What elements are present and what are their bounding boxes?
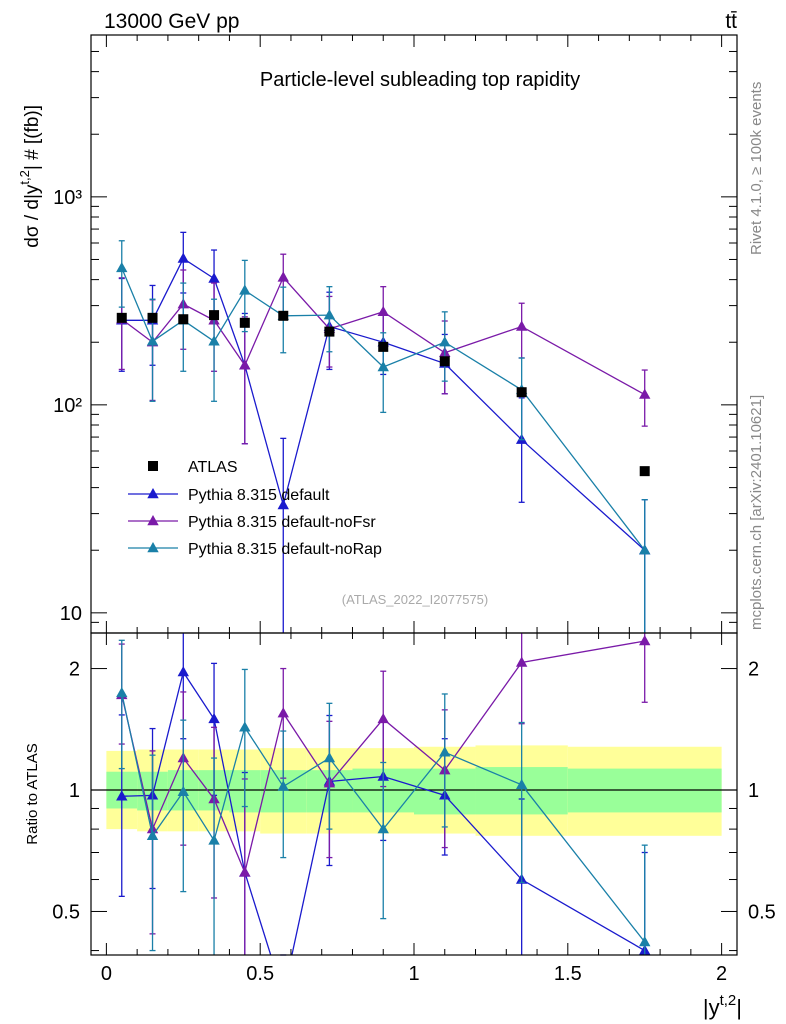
main-marker-data (278, 310, 289, 321)
legend: ATLAS Pythia 8.315 default Pythia 8.315 de… (128, 459, 382, 558)
y-tick-label-right: 1 (748, 780, 759, 802)
ratio-marker-noFsr (377, 712, 389, 724)
main-title: Particle-level subleading top rapidity (260, 69, 580, 91)
ratio-marker-noFsr (515, 656, 528, 667)
ratio-marker-noRap (639, 936, 651, 947)
legend-label-data: ATLAS (188, 459, 238, 476)
ratio-panel: 0 0.5 1 1.5 2 0.5 0.5 1 1 2 2 Ratio to ATLAS |yt,2… (24, 632, 776, 1020)
ratio-marker-noRap (377, 823, 389, 834)
main-marker-noRap (239, 284, 251, 295)
ylabel-superscript: t,2 (17, 170, 32, 184)
main-marker-noFsr (639, 388, 651, 399)
main-marker-noFsr (277, 271, 289, 282)
ratio-marker-noFsr (639, 635, 651, 646)
main-marker-noRap (377, 361, 389, 372)
main-y-axis-label: dσ / d|yt,2| # [(fb)] (17, 105, 43, 248)
x-tick-label: 0 (101, 963, 112, 985)
x-tick-label: 1 (408, 963, 419, 985)
ratio-marker-noRap (323, 752, 336, 763)
svg-text:dσ / d|yt,2| # [(fb)]: dσ / d|yt,2| # [(fb)] (17, 105, 43, 248)
main-marker-data (116, 312, 127, 323)
ratio-marker-noRap (208, 834, 220, 845)
main-marker-noFsr (239, 359, 251, 370)
main-marker-data (147, 312, 158, 323)
main-marker-data (239, 317, 250, 328)
x-tick-label: 2 (716, 963, 727, 985)
y-tick-label: 10² (53, 395, 82, 417)
legend-marker-default (147, 488, 159, 499)
main-marker-default (208, 272, 220, 283)
y-tick-label: 10 (60, 603, 82, 625)
main-marker-data (439, 356, 450, 367)
y-tick-label-right: 0.5 (748, 901, 776, 923)
y-tick-label: 10³ (53, 187, 82, 209)
y-tick-label-left: 2 (69, 659, 80, 681)
legend-label-default: Pythia 8.315 default (188, 487, 330, 504)
main-marker-noRap (323, 309, 336, 320)
y-tick-label-left: 1 (69, 780, 80, 802)
ratio-marker-default (208, 712, 220, 724)
ratio-marker-noRap (177, 785, 189, 796)
main-marker-noFsr (377, 305, 389, 317)
ratio-marker-noRap (146, 829, 159, 841)
main-marker-noRap (116, 261, 128, 273)
svg-text:|yt,2|: |yt,2| (703, 992, 742, 1020)
side-label-rivet: Rivet 4.1.0, ≥ 100k events (748, 82, 765, 255)
main-marker-data (178, 314, 189, 325)
header-energy-label: 13000 GeV pp (104, 10, 239, 33)
legend-marker-noRap (147, 542, 159, 553)
ratio-line-default (121, 670, 646, 955)
ratio-marker-default (177, 666, 189, 677)
main-marker-data (209, 310, 220, 321)
main-series-layer (116, 231, 651, 633)
ratio-frame (90, 632, 738, 956)
x-tick-label: 0.5 (246, 963, 274, 985)
ratio-marker-noRap (116, 686, 128, 698)
main-marker-default (177, 252, 189, 263)
legend-label-noFsr: Pythia 8.315 default-noFsr (188, 514, 376, 531)
main-marker-data (516, 387, 527, 398)
main-marker-noRap (146, 335, 159, 346)
main-marker-data (324, 326, 335, 337)
ratio-marker-noRap (515, 778, 528, 790)
ratio-marker-noFsr (239, 866, 251, 877)
ylabel-part-2: | # [(fb)] (22, 105, 43, 170)
ylabel-part-1: dσ / d|y (22, 184, 43, 248)
x-tick-label: 1.5 (554, 963, 582, 985)
main-marker-noRap (439, 336, 451, 347)
ratio-series-layer (116, 633, 651, 956)
y-tick-label-right: 2 (748, 659, 759, 681)
main-marker-data (639, 466, 650, 477)
y-tick-label-left: 0.5 (52, 901, 80, 923)
main-marker-noRap (208, 335, 220, 346)
ratio-marker-noRap (439, 746, 451, 757)
ratio-marker-noFsr (277, 707, 289, 718)
ratio-marker-default (116, 790, 128, 801)
main-marker-data (378, 341, 389, 352)
header-process-label: tt̄ (725, 10, 737, 33)
main-marker-noFsr (515, 320, 528, 331)
main-marker-noRap (639, 544, 651, 555)
ratio-marker-noRap (239, 721, 251, 732)
side-label-mcplots: mcplots.cern.ch [arXiv:2401.10621] (748, 395, 765, 630)
legend-marker-data (148, 461, 158, 471)
ratio-marker-noRap (277, 780, 289, 791)
ratio-axes: 0 0.5 1 1.5 2 0.5 0.5 1 1 2 2 (52, 633, 776, 985)
x-axis-label: |yt,2| (703, 992, 742, 1020)
analysis-watermark: (ATLAS_2022_I2077575) (342, 592, 488, 607)
legend-label-noRap: Pythia 8.315 default-noRap (188, 541, 382, 558)
ratio-y-axis-label: Ratio to ATLAS (24, 743, 41, 844)
main-marker-default (277, 498, 289, 510)
legend-marker-noFsr (147, 515, 159, 526)
